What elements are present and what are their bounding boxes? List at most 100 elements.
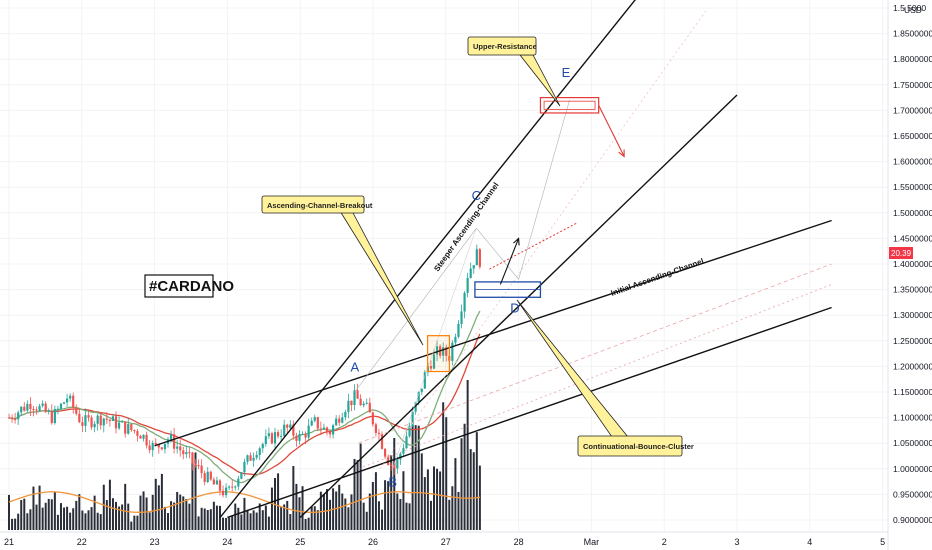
candle [65,393,69,407]
candle [188,447,191,459]
candle [160,446,163,451]
volume-bar [270,487,273,530]
volume-bar [319,491,322,530]
x-tick-label: 2 [662,537,667,547]
candle-body [417,391,420,403]
candle-body [191,452,194,464]
candle-body [26,403,29,411]
volume-bar [280,507,283,530]
volume-bar [102,484,105,530]
candle [197,459,200,470]
candle [234,485,237,491]
wave-label-d: D [510,301,519,316]
candle-body [173,434,176,449]
candle [209,470,212,481]
y-tick-label: 1.60000000 [893,157,932,167]
candle [469,262,472,279]
candle-body [451,342,454,361]
candle [362,400,365,408]
volume-bar [246,509,249,530]
candlestick-series[interactable] [7,244,481,498]
candle [335,415,338,426]
red-projection-dotted [489,222,578,270]
volume-bar [304,518,307,530]
candle-body [276,432,280,437]
candle-body [289,424,292,428]
candle-body [212,479,215,485]
candle [420,388,423,396]
candle-body [56,408,60,410]
time-axis[interactable]: 21 22 23 24 25 26 27 28 Mar 2 3 4 5 [4,537,885,547]
candle [102,417,105,433]
volume-bar [151,494,154,530]
breakout-callout: Ascending-Channel-Breakout [261,195,424,346]
candle [365,398,368,405]
candle-body [231,486,234,488]
trendline-drawings [154,0,832,519]
candle-body [96,415,99,424]
candle-body [283,424,286,436]
candle [429,360,433,372]
candle [353,384,356,411]
volume-bar [47,498,50,530]
candle [295,432,298,447]
candle [414,401,417,415]
volume-bar [359,443,362,530]
candle [215,476,219,485]
candle-body [243,461,246,473]
steeper-channel-lower [299,94,738,518]
candle [224,483,228,498]
candle [78,408,81,424]
candle-body [194,463,197,466]
volume-bar [252,510,255,530]
candle [457,320,460,339]
candle [359,394,362,406]
candle [356,383,359,399]
wave-label-a: A [350,360,359,375]
candle-body [295,435,298,441]
candle-body [270,433,274,444]
x-tick-label: 3 [734,537,739,547]
candle-body [261,444,264,449]
candle-body [218,480,222,491]
volume-bar [408,503,411,530]
candle [231,480,234,492]
volume-bar [133,515,136,530]
candle-body [423,372,426,389]
candle-body [460,311,463,324]
volume-bar [255,512,258,530]
candle [182,446,185,460]
volume-bar [439,471,442,530]
volume-bar [130,521,133,530]
chart-title: #CARDANO [149,278,234,295]
candle-body [7,417,11,419]
volume-bar [258,503,261,530]
candle [121,420,124,423]
volume-bar [38,485,41,530]
volume-bar [448,499,451,530]
candle-body [387,456,390,465]
candle-body [182,450,185,455]
volume-bar [295,483,298,530]
candle-body [62,402,66,404]
candle-body [145,434,148,446]
candle-body [136,431,139,436]
candle [50,404,53,425]
volume-bar [411,422,414,530]
y-tick-label: 1.40000000 [893,259,932,269]
candle [454,333,457,346]
volume-bar [402,471,405,530]
candle-body [399,453,402,460]
candle [194,458,197,468]
volume-bar [228,517,231,530]
candle-body [65,398,69,403]
projection-line [518,100,570,280]
candle-body [347,400,350,412]
volume-bar [56,514,59,530]
candle [130,423,133,432]
price-axis[interactable]: 1.5 5000 1.85000000 1.80000000 1.75000000 1.… [893,3,932,525]
candle [240,472,243,480]
y-tick-label: 1.5 5000 [893,3,926,13]
candle-body [114,416,118,429]
